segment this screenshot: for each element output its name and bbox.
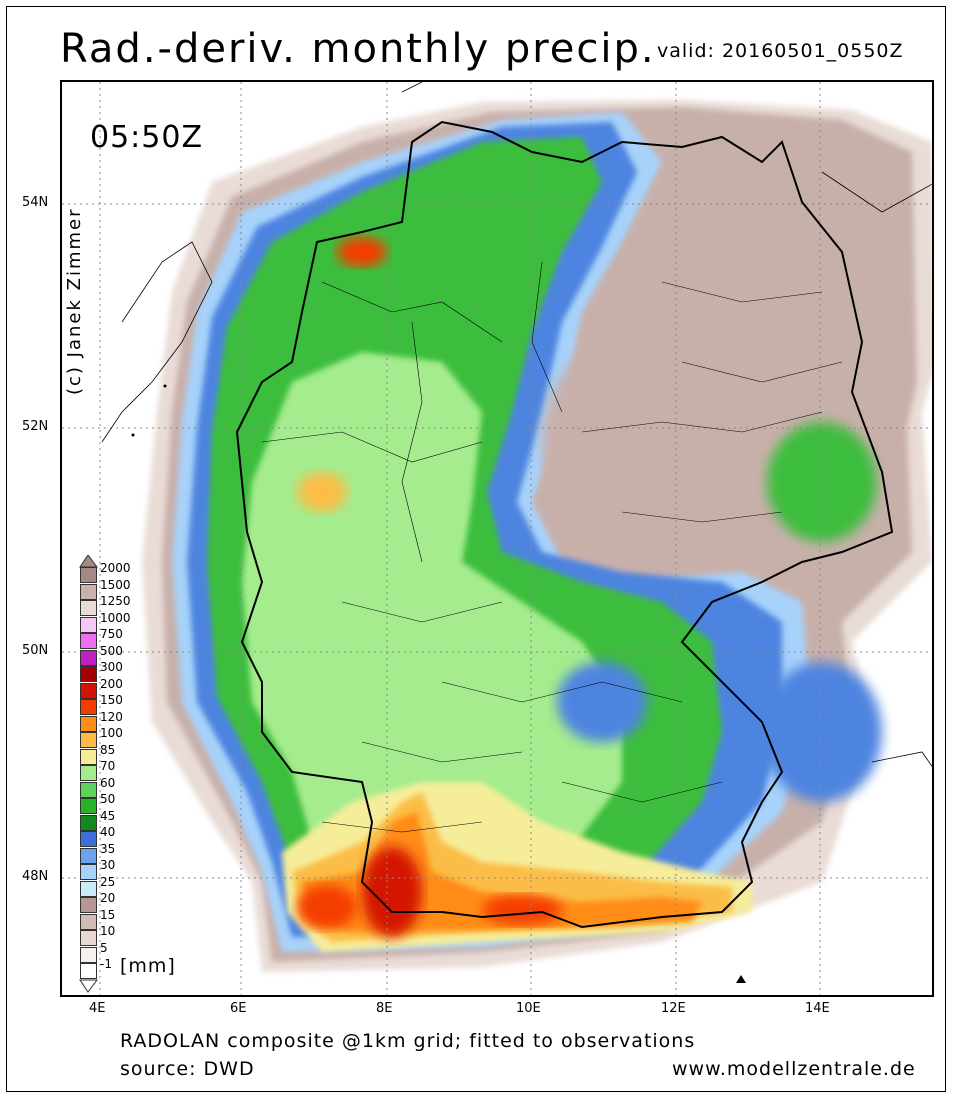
legend-swatch — [80, 946, 97, 963]
lat-label-54: 54N — [22, 195, 49, 210]
lon-label-10: 10E — [516, 1001, 541, 1016]
legend-label: 200 — [100, 676, 123, 691]
legend-swatch — [80, 682, 97, 699]
legend-label: 35 — [100, 841, 116, 856]
legend-swatch — [80, 583, 97, 600]
legend-swatch — [80, 781, 97, 798]
legend-label: 120 — [100, 709, 123, 724]
footer-website: www.modellzentrale.de — [672, 1058, 916, 1080]
legend-label: 100 — [100, 726, 123, 740]
legend-unit: [mm] — [120, 955, 176, 977]
triangle-marker-icon — [736, 975, 746, 983]
legend-swatch — [80, 715, 97, 732]
legend-label: 1250 — [100, 594, 131, 608]
dry-area-northeast — [672, 142, 892, 382]
legend-label: 70 — [100, 759, 116, 773]
legend-label: 60 — [100, 775, 116, 790]
legend-swatch — [80, 913, 97, 930]
figure-frame — [6, 6, 946, 1092]
legend-label: 750 — [100, 627, 123, 641]
footer-source-note: RADOLAN composite @1km grid; fitted to o… — [120, 1030, 696, 1052]
time-label: 05:50Z — [90, 120, 204, 155]
precip-red-alps — [482, 895, 562, 925]
legend-label: 15 — [100, 907, 116, 922]
radar-map-canvas — [62, 82, 932, 995]
legend-swatch — [80, 831, 97, 847]
legend-label: 2000 — [100, 561, 131, 575]
lat-label-52: 52N — [22, 419, 49, 434]
legend-label: 1000 — [100, 610, 131, 625]
legend-swatch — [80, 699, 97, 715]
legend-swatch — [80, 930, 97, 946]
precipitation-map — [60, 80, 934, 997]
legend-swatch — [80, 567, 97, 583]
legend-swatch — [80, 864, 97, 880]
legend-label: 20 — [100, 891, 116, 905]
precip-red-blackforest — [362, 847, 422, 937]
legend-label: 150 — [100, 693, 123, 707]
legend-label: -1 — [100, 957, 112, 971]
legend-swatch — [80, 880, 97, 897]
legend-swatch — [80, 798, 97, 814]
lon-label-6: 6E — [230, 1001, 247, 1016]
legend-label: 30 — [100, 858, 116, 872]
precip-green-east — [767, 422, 877, 542]
legend-swatch — [80, 600, 97, 616]
legend-swatch — [80, 616, 97, 633]
legend-swatch — [80, 748, 97, 765]
germany-border — [235, 120, 894, 929]
precip-red-vosges — [297, 885, 357, 929]
legend-swatch — [80, 765, 97, 781]
legend-label: 85 — [100, 742, 116, 757]
lat-label-48: 48N — [22, 869, 49, 884]
legend-bottom-arrow-icon — [79, 979, 98, 993]
dry-area-east — [542, 322, 782, 562]
color-legend: [mm] 2000 1500 1250 1000 750 500 300 200 150 120 1… — [72, 555, 192, 995]
legend-top-arrow-icon — [79, 555, 98, 568]
legend-label: 500 — [100, 643, 123, 658]
legend-swatch — [80, 666, 97, 682]
legend-label: 300 — [100, 660, 123, 674]
lon-label-12: 12E — [661, 1001, 686, 1016]
legend-swatch — [80, 847, 97, 864]
legend-swatch — [80, 732, 97, 748]
footer-source: source: DWD — [120, 1058, 255, 1080]
legend-swatch — [80, 897, 97, 913]
precip-blue-southeast — [762, 662, 882, 802]
legend-label: 50 — [100, 792, 116, 806]
district-borders — [261, 261, 843, 833]
graticule — [62, 82, 932, 995]
legend-swatch — [80, 963, 97, 979]
legend-label: 40 — [100, 825, 116, 839]
legend-label: 10 — [100, 924, 116, 938]
legend-label: 25 — [100, 874, 116, 889]
legend-swatch — [80, 633, 97, 649]
precip-red-north — [337, 237, 387, 267]
lon-label-4: 4E — [89, 1001, 106, 1016]
legend-label: 45 — [100, 808, 116, 823]
legend-swatch — [80, 814, 97, 831]
lon-label-8: 8E — [376, 1001, 393, 1016]
legend-label: 1500 — [100, 577, 131, 592]
valid-time-label: valid: 20160501_0550Z — [657, 40, 904, 62]
lon-label-14: 14E — [805, 1001, 830, 1016]
precip-orange-west — [297, 472, 347, 512]
legend-swatch — [80, 649, 97, 666]
precip-blue-pocket — [557, 662, 647, 742]
map-title: Rad.-deriv. monthly precip. — [60, 26, 656, 72]
neighbor-coastlines — [101, 82, 932, 767]
copyright-label: (c) Janek Zimmer — [64, 207, 85, 395]
legend-label: 5 — [100, 940, 108, 955]
lat-label-50: 50N — [22, 643, 49, 658]
